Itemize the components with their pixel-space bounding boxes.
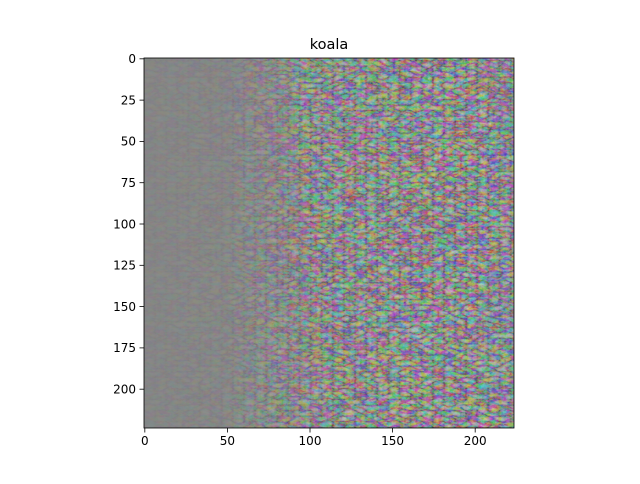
y-tick-label: 100 (113, 217, 136, 231)
x-tick-label: 50 (220, 434, 235, 448)
x-tick-label: 0 (141, 434, 149, 448)
saliency-image (144, 58, 514, 428)
y-tick-label: 75 (121, 176, 136, 190)
axes-frame (143, 57, 515, 429)
y-tick-label: 125 (113, 259, 136, 273)
y-tick-label: 25 (121, 93, 136, 107)
y-tick-label: 150 (113, 300, 136, 314)
plot-title: koala (310, 37, 349, 53)
y-tick-label: 175 (113, 341, 136, 355)
y-tick-label: 50 (121, 135, 136, 149)
x-tick-label: 100 (299, 434, 322, 448)
x-axis: 0 50 100 150 200 (141, 428, 487, 448)
y-axis: 0 25 50 75 100 125 150 175 200 (113, 52, 144, 396)
y-tick-label: 0 (128, 52, 136, 66)
x-tick-label: 150 (381, 434, 404, 448)
y-tick-label: 200 (113, 382, 136, 396)
x-tick-label: 200 (464, 434, 487, 448)
